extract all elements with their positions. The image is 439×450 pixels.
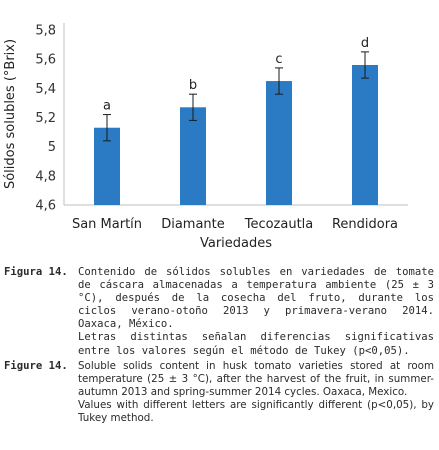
y-tick-label: 5,4 (35, 82, 56, 97)
bar (352, 65, 378, 205)
significance-letter: a (103, 99, 111, 114)
caption-en-body: Soluble solids content in husk tomato va… (78, 360, 434, 425)
y-tick-label: 5,2 (35, 111, 56, 126)
error-bars (103, 51, 369, 142)
caption-spanish: Figura 14. Contenido de sólidos solubles… (4, 266, 434, 358)
bar-chart: 4,6 4,8 5 5,2 5,4 5,6 5,8 a b c d San Martín Diama… (3, 23, 408, 251)
y-tick-labels: 4,6 4,8 5 5,2 5,4 5,6 5,8 (35, 24, 56, 214)
y-tick-label: 4,6 (35, 199, 56, 214)
y-tick-label: 5 (48, 140, 56, 155)
figure-captions: Figura 14. Contenido de sólidos solubles… (4, 266, 434, 425)
caption-es-text: Contenido de sólidos solubles en varieda… (78, 266, 434, 331)
error-bar (361, 51, 369, 79)
caption-es-label: Figura 14. (4, 266, 68, 278)
caption-es-note: Letras distintas señalan diferencias sig… (78, 331, 434, 357)
caption-es-body: Contenido de sólidos solubles en varieda… (78, 266, 434, 358)
category-labels: San Martín Diamante Tecozautla Rendidora (72, 217, 398, 232)
category-label: Rendidora (332, 217, 398, 232)
error-bar (103, 114, 111, 142)
caption-en-note: Values with different letters are signif… (78, 398, 434, 424)
error-bar (275, 67, 283, 95)
category-label: San Martín (72, 217, 142, 232)
bar (266, 81, 292, 205)
category-label: Tecozautla (244, 217, 314, 232)
significance-letter: c (275, 52, 282, 67)
significance-letters: a b c d (103, 36, 369, 114)
significance-letter: d (361, 36, 369, 51)
y-axis-title: Sólidos solubles (°Brix) (3, 39, 18, 189)
caption-en-text: Soluble solids content in husk tomato va… (78, 359, 434, 398)
bars (94, 65, 378, 205)
y-tick-label: 5,6 (35, 53, 56, 68)
caption-english: Figure 14. Soluble solids content in hus… (4, 360, 434, 425)
caption-en-label: Figure 14. (4, 359, 68, 372)
y-tick-label: 5,8 (35, 24, 56, 39)
category-label: Diamante (161, 217, 225, 232)
bar (180, 107, 206, 205)
significance-letter: b (189, 78, 197, 93)
y-tick-label: 4,8 (35, 169, 56, 184)
x-axis-title: Variedades (200, 236, 272, 251)
error-bar (189, 93, 197, 121)
